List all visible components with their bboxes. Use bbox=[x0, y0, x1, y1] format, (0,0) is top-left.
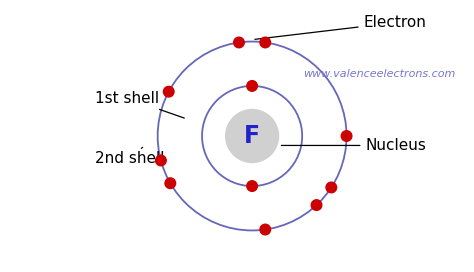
Circle shape bbox=[326, 182, 337, 193]
Circle shape bbox=[164, 86, 174, 97]
Ellipse shape bbox=[226, 110, 279, 162]
Text: www.valenceelectrons.com: www.valenceelectrons.com bbox=[303, 69, 456, 79]
Circle shape bbox=[165, 178, 175, 188]
Circle shape bbox=[341, 131, 352, 141]
Circle shape bbox=[260, 37, 271, 48]
Circle shape bbox=[311, 200, 322, 210]
Text: Nucleus: Nucleus bbox=[282, 138, 426, 153]
Text: 1st shell: 1st shell bbox=[95, 91, 184, 118]
Text: 2nd shell: 2nd shell bbox=[95, 147, 165, 166]
Circle shape bbox=[155, 155, 166, 166]
Text: F: F bbox=[244, 124, 260, 148]
Text: Electron: Electron bbox=[255, 15, 427, 39]
Circle shape bbox=[260, 224, 271, 235]
Circle shape bbox=[247, 81, 257, 91]
Circle shape bbox=[234, 37, 244, 48]
Circle shape bbox=[247, 181, 257, 191]
